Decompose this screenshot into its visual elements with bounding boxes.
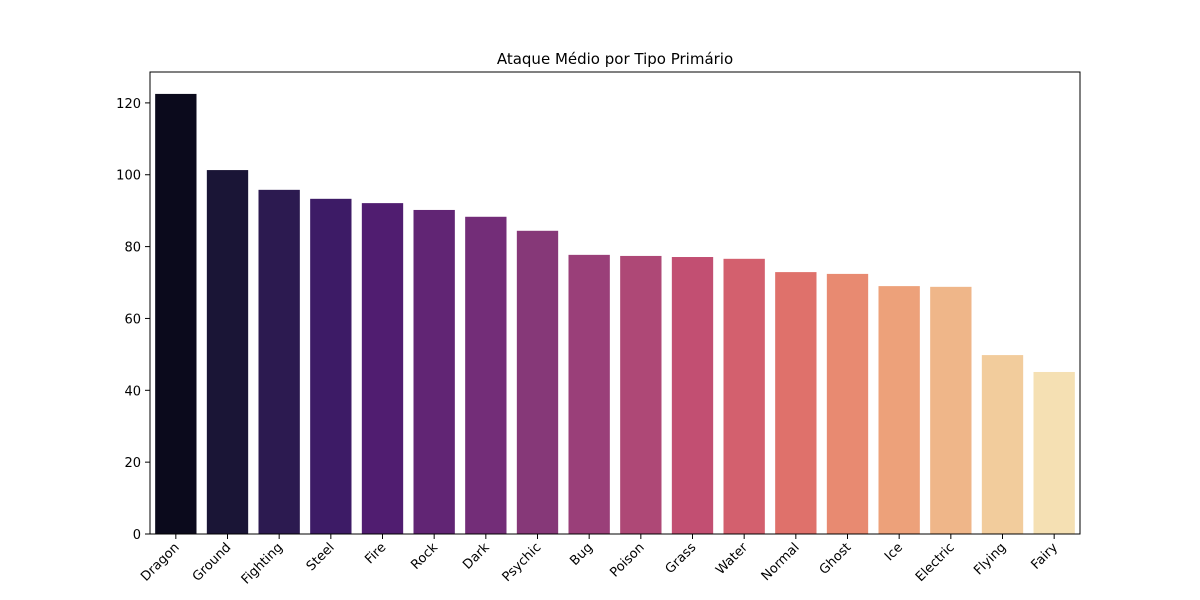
x-tick-label: Ground: [190, 540, 234, 584]
x-tick-label: Flying: [971, 540, 1009, 578]
x-tick-label: Bug: [567, 540, 596, 569]
x-tick-label: Normal: [759, 540, 803, 584]
x-tick-label: Grass: [663, 540, 700, 577]
bar: [826, 273, 869, 534]
x-tick-label: Rock: [408, 540, 441, 573]
bar: [981, 355, 1024, 534]
bar: [516, 230, 559, 534]
x-tick-label: Fighting: [239, 540, 286, 587]
x-tick-label: Water: [713, 540, 751, 578]
x-tick-label: Poison: [607, 540, 647, 580]
bar: [568, 254, 610, 534]
y-tick-label: 100: [116, 169, 141, 184]
bar: [413, 209, 455, 534]
bar: [258, 189, 300, 534]
bar: [723, 258, 765, 534]
x-tick-label: Steel: [304, 540, 338, 574]
bar: [671, 257, 714, 534]
bar: [930, 286, 972, 534]
x-tick-label: Ghost: [817, 540, 855, 578]
bar: [620, 255, 662, 534]
y-tick-label: 80: [124, 241, 141, 256]
bar: [878, 286, 920, 534]
bar: [361, 203, 404, 534]
x-tick-label: Fairy: [1029, 540, 1062, 573]
x-tick-label: Dark: [460, 540, 493, 573]
bar: [1033, 371, 1075, 534]
y-tick-label: 40: [124, 384, 141, 399]
y-tick-label: 20: [124, 456, 141, 471]
y-tick-label: 0: [133, 528, 141, 543]
x-tick-label: Dragon: [138, 540, 182, 584]
bar: [775, 272, 817, 534]
bar: [465, 216, 507, 534]
y-tick-label: 120: [116, 97, 141, 112]
x-tick-label: Psychic: [500, 540, 545, 585]
chart-title: Ataque Médio por Tipo Primário: [497, 50, 733, 68]
x-tick-label: Electric: [913, 540, 958, 585]
bar: [155, 93, 197, 535]
x-tick-label: Fire: [362, 540, 389, 567]
x-tick-label: Ice: [882, 540, 906, 564]
bar: [206, 170, 249, 534]
plot-frame: [149, 71, 1081, 535]
y-tick-label: 60: [124, 312, 141, 327]
bar: [310, 198, 352, 535]
